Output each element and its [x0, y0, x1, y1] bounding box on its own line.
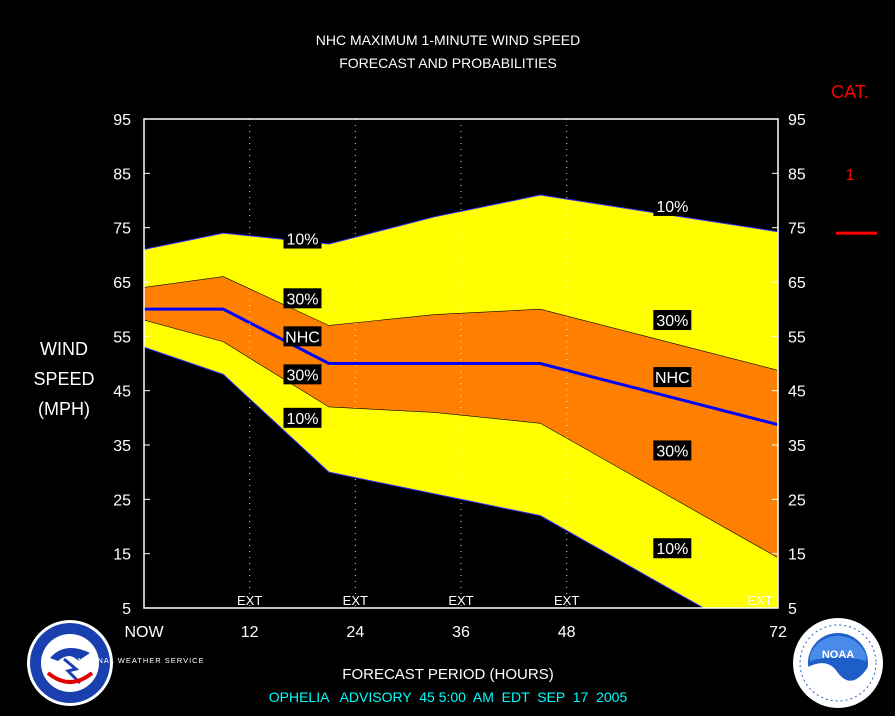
chart-title: NHC MAXIMUM 1-MINUTE WIND SPEED	[316, 32, 580, 48]
ext-label: EXT	[343, 593, 368, 608]
band-label: 30%	[656, 443, 688, 460]
band-label: NHC	[655, 370, 690, 387]
band-label-bg	[283, 288, 322, 309]
noaa-logo-text: NOAA	[822, 649, 854, 661]
y-axis-label-line2: SPEED	[33, 369, 94, 389]
category-label: 1	[846, 167, 855, 184]
y-tick-label-right: 5	[788, 601, 797, 618]
y-tick-label-right: 85	[788, 166, 806, 183]
y-tick-label-left: 75	[113, 221, 131, 238]
band-label: 10%	[656, 199, 688, 216]
plot-border	[143, 118, 779, 609]
nws-logo-icon: NATIONAL WEATHER SERVICE	[27, 620, 205, 706]
chart-subtitle: FORECAST AND PROBABILITIES	[339, 55, 557, 71]
upper-30-line	[144, 276, 778, 371]
y-tick-label-left: 55	[113, 329, 131, 346]
y-tick-label-left: 15	[113, 547, 131, 564]
lower-10-line	[144, 346, 705, 608]
band-label: 10%	[656, 541, 688, 558]
y-tick-label-right: 75	[788, 221, 806, 238]
band-label-bg	[283, 326, 322, 347]
ext-label: EXT	[554, 593, 579, 608]
x-axis-label: FORECAST PERIOD (HOURS)	[342, 666, 553, 683]
band-label-bg	[653, 367, 692, 388]
x-tick-label: 12	[241, 624, 259, 641]
x-tick-label: 24	[346, 624, 364, 641]
x-tick-label: NOW	[124, 624, 164, 641]
band-label: 10%	[286, 411, 318, 428]
band-label: NHC	[285, 329, 320, 346]
y-tick-label-right: 25	[788, 492, 806, 509]
band-labels: 10% 30% NHC 30% 10% 10% 30% NHC 30% 10%	[283, 195, 692, 559]
noaa-logo-icon: NOAA	[793, 618, 883, 708]
y-tick-label-right: 35	[788, 438, 806, 455]
advisory-text: OPHELIA ADVISORY 45 5:00 AM EDT SEP 17 2…	[269, 689, 628, 705]
x-tick-label: 72	[769, 624, 787, 641]
nws-logo-text: NATIONAL WEATHER SERVICE	[70, 656, 205, 665]
band-label: 10%	[286, 232, 318, 249]
y-axis-label-line1: WIND	[40, 339, 88, 359]
y-tick-label-right: 65	[788, 275, 806, 292]
lower-30-line	[144, 319, 778, 559]
y-tick-label-right: 55	[788, 329, 806, 346]
band-label-bg	[283, 228, 322, 249]
y-axis-label-line3: (MPH)	[38, 399, 90, 419]
ext-label: EXT	[448, 593, 473, 608]
y-tick-label-left: 65	[113, 275, 131, 292]
band-30-70	[144, 276, 778, 558]
y-tick-label-left: 45	[113, 384, 131, 401]
band-label-bg	[653, 440, 692, 461]
y-tick-label-right: 95	[788, 112, 806, 129]
band-label-bg	[653, 195, 692, 216]
category-header: CAT.	[831, 82, 869, 102]
y-tick-label-left: 95	[113, 112, 131, 129]
y-tick-label-left: 5	[122, 601, 131, 618]
ext-label: EXT	[747, 593, 772, 608]
y-tick-label-left: 35	[113, 438, 131, 455]
upper-10-line	[144, 194, 778, 250]
band-label: 30%	[656, 313, 688, 330]
band-label-bg	[283, 364, 322, 385]
x-tick-label: 48	[558, 624, 576, 641]
x-tick-label: 36	[452, 624, 470, 641]
y-tick-label-right: 15	[788, 547, 806, 564]
y-tick-label-right: 45	[788, 384, 806, 401]
ext-label: EXT	[237, 593, 262, 608]
y-tick-label-left: 85	[113, 166, 131, 183]
band-label-bg	[283, 407, 322, 428]
band-label: 30%	[286, 291, 318, 308]
band-label: 30%	[286, 367, 318, 384]
band-label-bg	[653, 310, 692, 331]
nhc-forecast-line	[144, 307, 778, 427]
ext-grid: EXT EXT EXT EXT EXT	[237, 119, 773, 608]
band-label-bg	[653, 538, 692, 559]
y-tick-label-left: 25	[113, 492, 131, 509]
